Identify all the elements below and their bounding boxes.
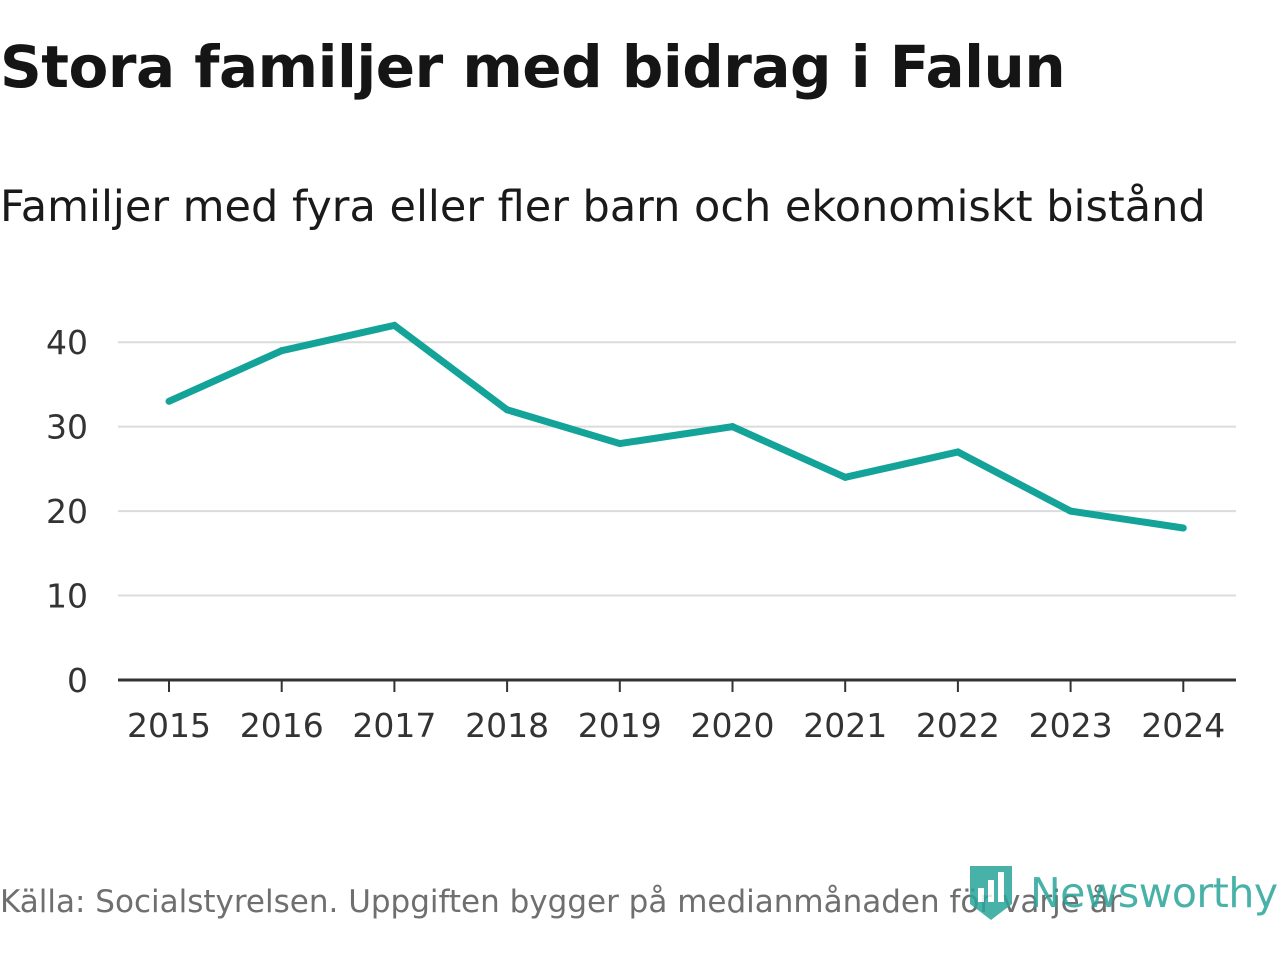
x-tick-label: 2021 [803,706,887,745]
data-point-2017 [390,321,398,329]
x-axis-labels: 2015 2016 2017 2018 2019 2020 2021 2022 2023 2024 [127,706,1225,745]
brand-name: Newsworthy [1030,869,1278,917]
chart-subtitle: Familjer med fyra eller fler barn och ek… [0,182,1206,232]
data-point-2024 [1179,524,1187,532]
series [165,321,1187,532]
brand-logo: Newsworthy [966,862,1278,924]
data-point-2015 [165,397,173,405]
x-tick-label: 2020 [691,706,775,745]
x-axis [118,678,1236,692]
y-tick-label: 20 [46,492,88,531]
x-tick-label: 2022 [916,706,1000,745]
series-line [167,321,1184,532]
gridlines [118,341,1236,597]
x-tick-label: 2016 [240,706,324,745]
data-point-2022 [954,448,962,456]
data-point-2019 [616,440,624,448]
x-tick-label: 2015 [127,706,211,745]
x-tick-label: 2017 [352,706,436,745]
y-tick-label: 10 [46,577,88,616]
y-tick-label: 30 [46,408,88,447]
source-note: Källa: Socialstyrelsen. Uppgiften bygger… [0,884,1122,920]
data-point-2021 [841,473,849,481]
y-axis-labels: 0 10 20 30 40 [46,323,88,700]
newsworthy-logo-icon [970,866,1012,920]
data-point-2016 [278,347,286,355]
x-tick-label: 2024 [1141,706,1225,745]
chart-title: Stora familjer med bidrag i Falun [0,33,1066,101]
y-tick-label: 0 [67,661,88,700]
data-point-2020 [729,423,736,431]
data-point-2018 [503,406,511,414]
y-tick-label: 40 [46,323,88,362]
x-tick-label: 2018 [465,706,549,745]
x-tick-label: 2019 [578,706,662,745]
data-point-2023 [1067,507,1075,515]
x-tick-label: 2023 [1029,706,1113,745]
